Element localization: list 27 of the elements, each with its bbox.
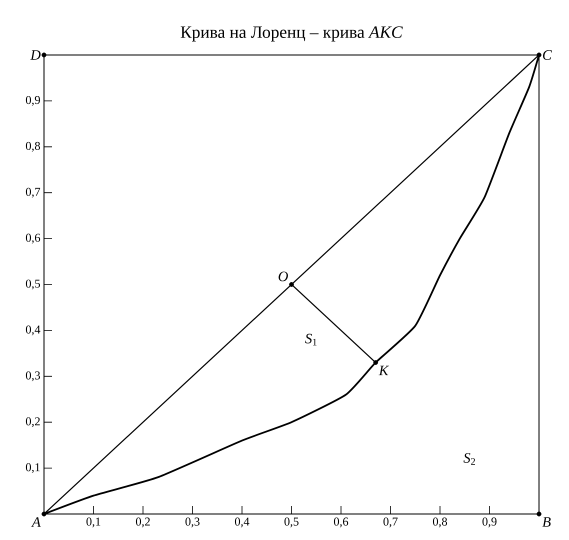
y-tick-label: 0,9 xyxy=(26,96,40,106)
x-tick-label: 0,5 xyxy=(284,518,299,528)
x-tick-label: 0,8 xyxy=(432,518,448,528)
y-tick-label: 0,6 xyxy=(26,234,40,244)
x-tick-label: 0,1 xyxy=(86,518,100,528)
annotation: O xyxy=(278,272,288,282)
x-tick-label: 0,6 xyxy=(334,518,348,528)
y-tick-label: 0,5 xyxy=(26,280,40,290)
x-tick-label: 0,3 xyxy=(185,518,200,528)
annotation: K xyxy=(378,366,390,376)
annotation: A xyxy=(31,517,41,527)
x-tick-label: 0,9 xyxy=(482,518,497,528)
annotation: C xyxy=(543,50,552,60)
annotation: B xyxy=(542,517,551,527)
y-tick-label: 0,4 xyxy=(26,325,40,336)
y-tick-label: 0,3 xyxy=(26,371,40,382)
y-tick-label: 0,8 xyxy=(26,142,40,152)
annotation: D xyxy=(30,50,41,60)
chart-title: Крива на Лоренц – крива AKC xyxy=(180,26,403,42)
x-tick-label: 0,4 xyxy=(234,518,250,528)
y-tick-label: 0,7 xyxy=(26,188,40,198)
y-tick-label: 0,2 xyxy=(26,417,40,428)
annotation: S$_{2}$ xyxy=(464,453,476,465)
annotation: S$_{1}$ xyxy=(305,334,317,346)
y-tick-label: 0,1 xyxy=(26,463,40,474)
x-tick-label: 0,2 xyxy=(136,518,150,528)
x-tick-label: 0,7 xyxy=(383,518,398,528)
